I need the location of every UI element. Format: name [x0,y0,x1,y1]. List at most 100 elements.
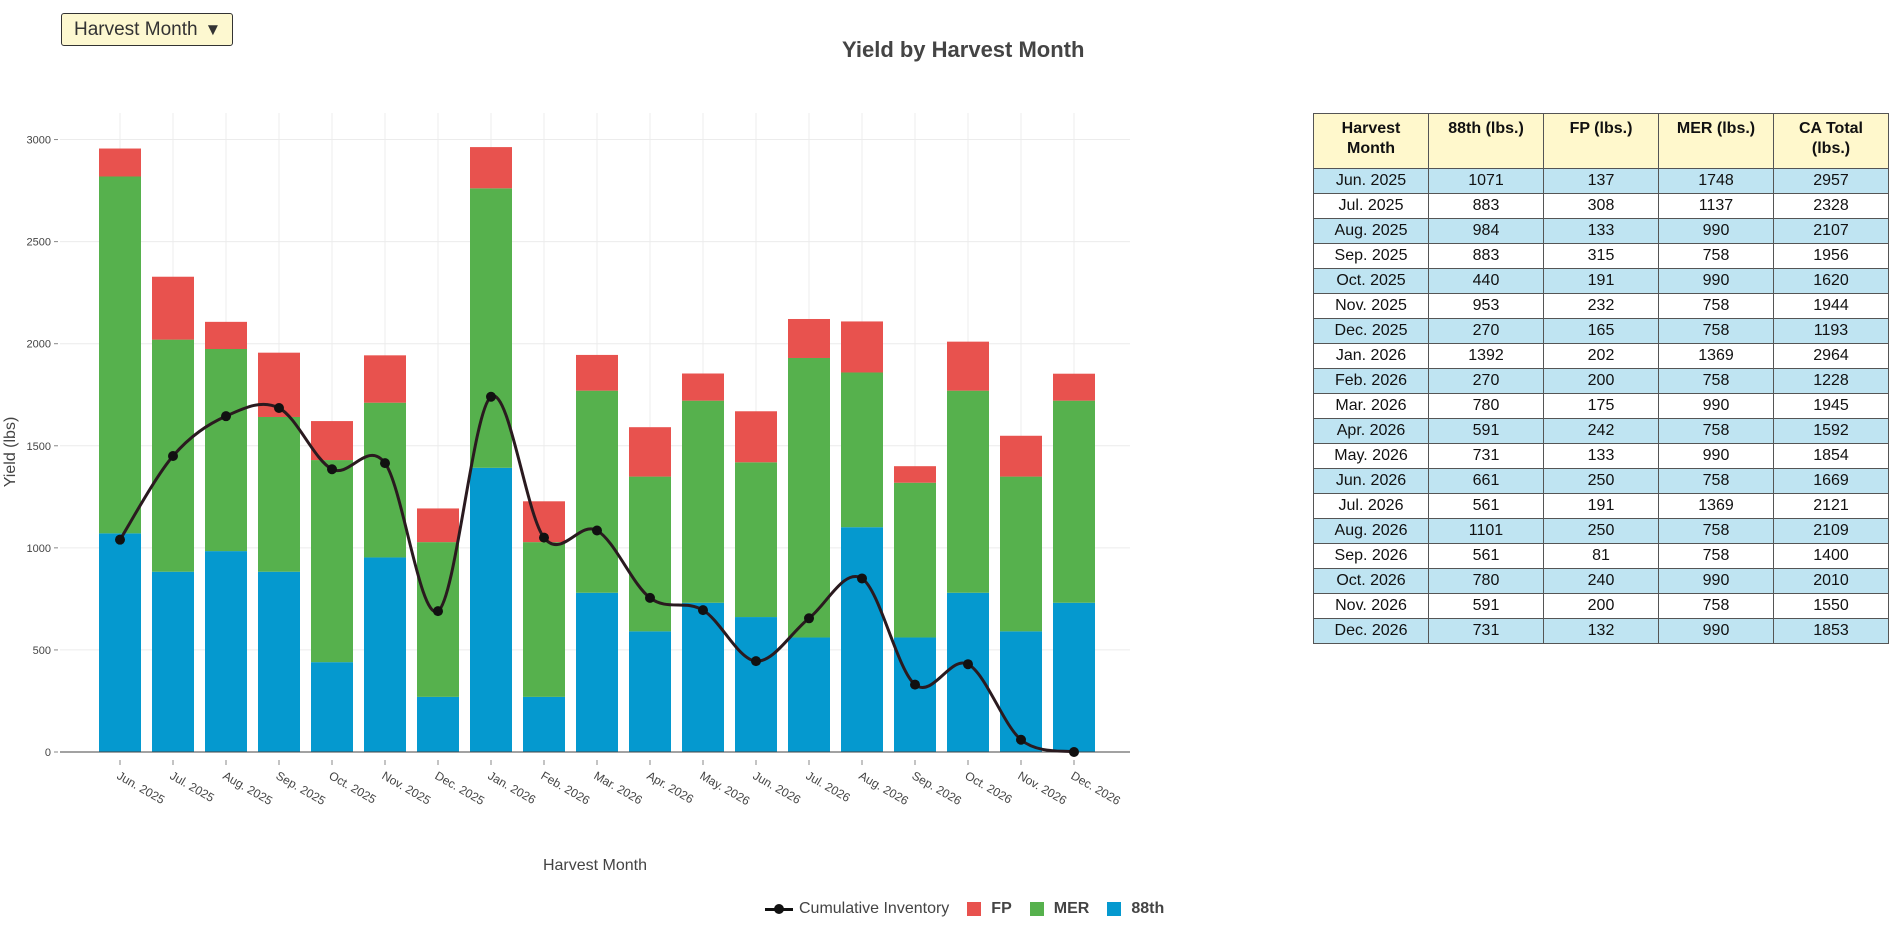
table-cell: 242 [1543,418,1659,444]
table-cell: 758 [1658,293,1774,319]
y-axis-title: Yield (lbs) [2,417,19,488]
table-cell: 591 [1428,593,1544,619]
table-cell: 308 [1543,193,1659,219]
table-row: Oct. 2025 440 191 990 1620 [1313,268,1889,294]
table-cell: 2328 [1773,193,1889,219]
fp-bar [152,276,194,340]
88th-bar [205,551,247,752]
table-cell: 731 [1428,443,1544,469]
table-cell: 315 [1543,243,1659,269]
table-body: Jun. 2025 1071 137 1748 2957 Jul. 2025 883 308 1… [1313,168,1889,644]
table-cell: 1101 [1428,518,1544,544]
table-cell: 883 [1428,243,1544,269]
table-cell: 1369 [1658,343,1774,369]
x-tick-label: Sep. 2025 [274,768,329,808]
cumulative-point [115,534,125,545]
table-cell: 883 [1428,193,1544,219]
table-cell: 2121 [1773,493,1889,519]
table-cell: 1944 [1773,293,1889,319]
fp-bar [99,148,141,177]
table-cell: 132 [1543,618,1659,644]
fp-bar [682,373,724,401]
cumulative-point [221,411,231,422]
y-tick-label: 3000 [27,135,51,147]
cumulative-point [963,659,973,670]
table-cell: Mar. 2026 [1313,393,1429,419]
x-tick-label: Nov. 2026 [1016,768,1070,807]
table-cell: 1853 [1773,618,1889,644]
mer-bar [258,416,300,572]
cumulative-point [433,606,443,617]
y-tick-label: 2000 [27,339,51,351]
chart-legend: Cumulative Inventory FP MER 88th [765,900,1182,918]
table-cell: Sep. 2026 [1313,543,1429,569]
table-cell: 1956 [1773,243,1889,269]
table-cell: Apr. 2026 [1313,418,1429,444]
x-tick-label: Apr. 2026 [645,768,697,806]
legend-item-mer[interactable]: MER [1029,900,1089,918]
x-tick-label: Jul. 2025 [168,768,217,805]
table-cell: Jul. 2026 [1313,493,1429,519]
mer-bar [788,357,830,638]
table-row: Sep. 2025 883 315 758 1956 [1313,243,1889,269]
x-tick-label: Dec. 2025 [433,768,488,808]
table-cell: 1669 [1773,468,1889,494]
x-tick-label: Sep. 2026 [910,768,965,808]
x-tick-label: Jan. 2026 [486,768,539,807]
table-cell: Dec. 2025 [1313,318,1429,344]
mer-bar [735,462,777,618]
x-tick-label: Oct. 2025 [327,768,379,806]
legend-item-88th[interactable]: 88th [1107,900,1164,918]
harvest-month-dropdown[interactable]: Harvest Month ▼ [61,13,233,46]
88th-bar [417,696,459,752]
fp-bar [1000,435,1042,477]
88th-bar [894,637,936,752]
table-cell: Jan. 2026 [1313,343,1429,369]
x-tick-label: Aug. 2026 [857,768,912,808]
table-cell: 165 [1543,318,1659,344]
fp-bar [470,147,512,189]
table-cell: 1137 [1658,193,1774,219]
88th-bar [470,467,512,752]
legend-item-cumulative[interactable]: Cumulative Inventory [765,900,949,918]
table-cell: 1592 [1773,418,1889,444]
mer-bar [99,176,141,534]
table-row: Jul. 2026 561 191 1369 2121 [1313,493,1889,519]
88th-bar [99,533,141,752]
table-cell: Sep. 2025 [1313,243,1429,269]
cumulative-point [751,656,761,667]
table-cell: 661 [1428,468,1544,494]
legend-item-fp[interactable]: FP [967,900,1012,918]
chart-title: Yield by Harvest Month [842,37,1085,62]
y-tick-label: 1000 [27,543,51,555]
88th-bar [576,592,618,752]
mer-bar [1053,400,1095,603]
table-row: May. 2026 731 133 990 1854 [1313,443,1889,469]
cumulative-point [168,450,178,461]
table-row: Aug. 2025 984 133 990 2107 [1313,218,1889,244]
table-cell: 990 [1658,443,1774,469]
table-cell: 1620 [1773,268,1889,294]
table-row: Nov. 2026 591 200 758 1550 [1313,593,1889,619]
table-cell: Dec. 2026 [1313,618,1429,644]
cumulative-point [910,679,920,690]
table-row: Apr. 2026 591 242 758 1592 [1313,418,1889,444]
yield-table: Harvest Month 88th (lbs.) FP (lbs.) MER (lb… [1313,113,1889,644]
table-cell: 758 [1658,543,1774,569]
mer-bar [629,476,671,632]
table-cell: Jun. 2026 [1313,468,1429,494]
table-cell: 191 [1543,268,1659,294]
cumulative-point [380,458,390,469]
cumulative-point [327,464,337,475]
table-cell: 758 [1658,318,1774,344]
table-header-cell: CA Total (lbs.) [1773,113,1889,169]
fp-bar [841,321,883,373]
88th-bar [735,617,777,752]
fp-swatch-icon [967,902,982,916]
88th-bar [152,571,194,752]
mer-bar [311,460,353,663]
table-cell: 1369 [1658,493,1774,519]
legend-label-fp: FP [991,900,1012,917]
mer-bar [1000,476,1042,632]
table-row: Jul. 2025 883 308 1137 2328 [1313,193,1889,219]
